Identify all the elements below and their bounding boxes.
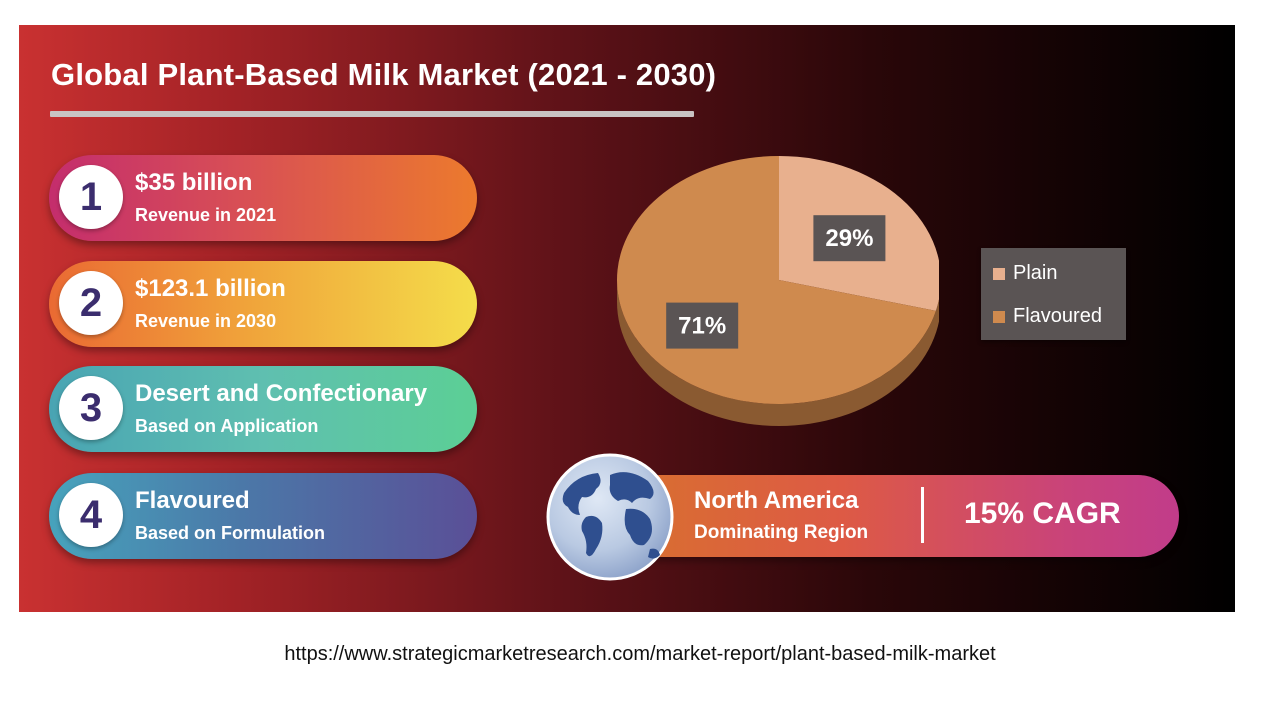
- stat-main-1: $35 billion: [135, 169, 253, 196]
- stat-sub-2: Revenue in 2030: [135, 311, 277, 331]
- legend-label-flavoured: Flavoured: [1013, 305, 1102, 327]
- pie-chart: 29% 71%: [617, 156, 939, 426]
- region-sub: Dominating Region: [694, 522, 869, 543]
- stat-number-2: 2: [59, 271, 123, 335]
- stat-sub-1: Revenue in 2021: [135, 205, 277, 225]
- legend-label-plain: Plain: [1013, 262, 1058, 284]
- page-title: Global Plant-Based Milk Market (2021 - 2…: [51, 57, 717, 92]
- stat-number-4: 4: [59, 483, 123, 547]
- pie-label-box: [666, 302, 739, 349]
- chart-legend: Plain Flavoured: [981, 248, 1126, 340]
- stat-card-2: 2 $123.1 billion Revenue in 2030: [49, 261, 477, 347]
- region-cagr: 15% CAGR: [964, 497, 1121, 530]
- stat-card-3: 3 Desert and Confectionary Based on Appl…: [49, 366, 477, 452]
- stat-number-3: 3: [59, 376, 123, 440]
- stat-number-1: 1: [59, 165, 123, 229]
- pie-label-text: 71%: [678, 313, 726, 340]
- region-name: North America: [694, 487, 859, 514]
- legend-item-flavoured: Flavoured: [993, 305, 1102, 328]
- region-bar: North America Dominating Region 15% CAGR: [619, 475, 1179, 557]
- stat-sub-3: Based on Application: [135, 416, 319, 436]
- pie-side: [617, 280, 939, 426]
- legend-item-plain: Plain: [993, 262, 1057, 285]
- legend-swatch-flavoured: [993, 310, 1005, 323]
- stat-card-1: 1 $35 billion Revenue in 2021: [49, 155, 477, 241]
- infographic-banner: Global Plant-Based Milk Market (2021 - 2…: [19, 25, 1235, 612]
- stat-main-4: Flavoured: [135, 487, 250, 514]
- pie-label-plain: 29%: [813, 215, 886, 262]
- title-underline: [50, 111, 694, 117]
- source-url: https://www.strategicmarketresearch.com/…: [284, 643, 996, 665]
- legend-swatch-plain: [993, 267, 1005, 280]
- stat-main-3: Desert and Confectionary: [135, 380, 428, 407]
- stat-main-2: $123.1 billion: [135, 275, 286, 302]
- pie-label-flavoured: 71%: [666, 302, 739, 349]
- stat-card-4: 4 Flavoured Based on Formulation: [49, 473, 477, 559]
- stat-sub-4: Based on Formulation: [135, 523, 326, 543]
- pie-label-box: [813, 215, 886, 262]
- region-divider: [921, 487, 924, 543]
- globe-icon: [546, 453, 674, 581]
- pie-label-text: 29%: [825, 225, 873, 252]
